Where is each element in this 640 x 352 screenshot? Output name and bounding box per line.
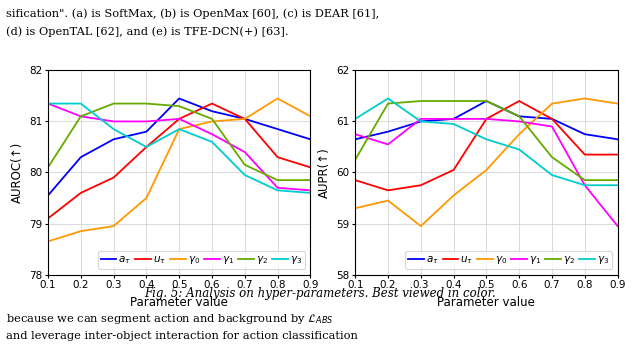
Text: and leverage inter-object interaction for action classification: and leverage inter-object interaction fo… xyxy=(6,331,358,341)
X-axis label: Parameter value: Parameter value xyxy=(131,296,228,309)
Legend: $a_{\tau}$, $u_{\tau}$, $\gamma_0$, $\gamma_1$, $\gamma_2$, $\gamma_3$: $a_{\tau}$, $u_{\tau}$, $\gamma_0$, $\ga… xyxy=(404,251,612,269)
Legend: $a_{\tau}$, $u_{\tau}$, $\gamma_0$, $\gamma_1$, $\gamma_2$, $\gamma_3$: $a_{\tau}$, $u_{\tau}$, $\gamma_0$, $\ga… xyxy=(97,251,305,269)
X-axis label: Parameter value: Parameter value xyxy=(438,296,535,309)
Text: (d) is OpenTAL [62], and (e) is TFE-DCN(+) [63].: (d) is OpenTAL [62], and (e) is TFE-DCN(… xyxy=(6,26,289,37)
Y-axis label: AUROC(↑): AUROC(↑) xyxy=(11,142,24,203)
Y-axis label: AUPR(↑): AUPR(↑) xyxy=(318,147,331,198)
Text: Fig. 5: Analysis on hyper-parameters. Best viewed in color.: Fig. 5: Analysis on hyper-parameters. Be… xyxy=(144,287,496,300)
Text: sification". (a) is SoftMax, (b) is OpenMax [60], (c) is DEAR [61],: sification". (a) is SoftMax, (b) is Open… xyxy=(6,9,380,19)
Text: because we can segment action and background by $\mathcal{L}_{ABS}$: because we can segment action and backgr… xyxy=(6,312,334,326)
